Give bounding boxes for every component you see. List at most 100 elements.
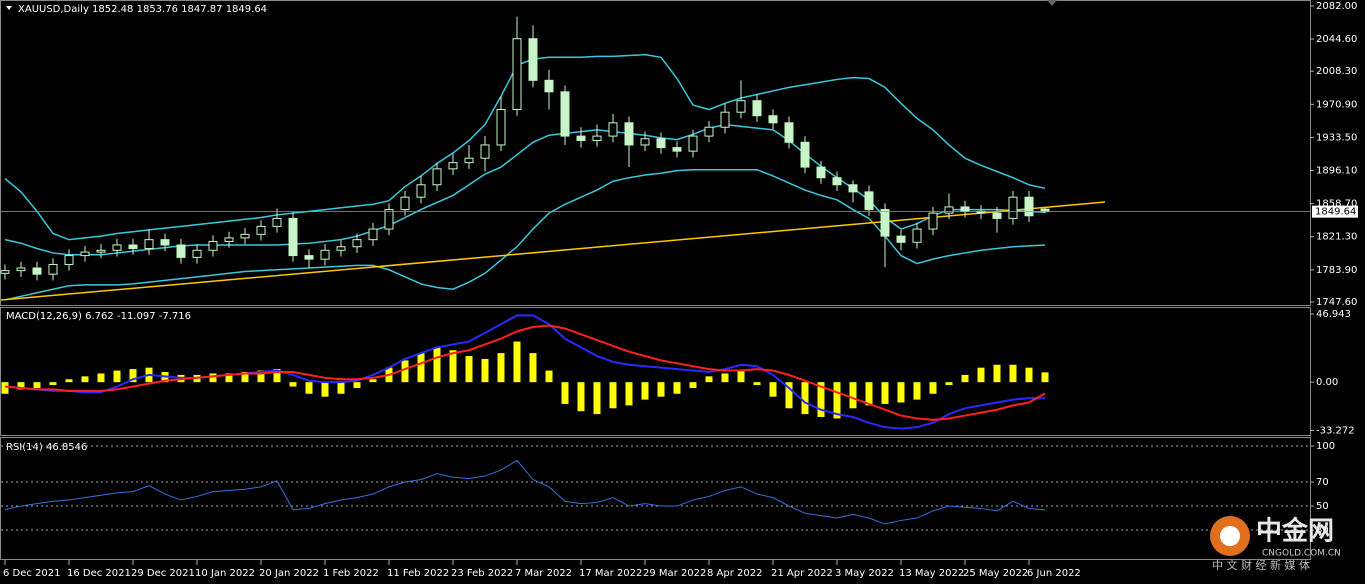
y-tick-label: 1896.10	[1316, 166, 1357, 177]
candle-body	[528, 38, 538, 81]
macd-bar	[337, 382, 345, 394]
macd-bar	[81, 376, 89, 383]
candle-body	[224, 237, 234, 242]
candle-body	[368, 228, 378, 241]
candle-body	[736, 100, 746, 113]
macd-header: MACD(12,26,9) 6.762 -11.097 -7.716	[6, 311, 191, 322]
x-tick-label: 17 Mar 2022	[579, 568, 642, 579]
macd-panel-frame	[0, 307, 1311, 436]
macd-bar	[673, 382, 681, 394]
candle-body	[32, 267, 42, 275]
candle-body	[432, 168, 442, 186]
candle-body	[624, 122, 634, 146]
x-tick-label: 20 Jan 2022	[259, 568, 319, 579]
candle-body	[544, 79, 554, 93]
candle-body	[720, 111, 730, 128]
y-tick-label: 1821.30	[1316, 232, 1357, 243]
y-tick-label: 50	[1316, 501, 1329, 512]
x-tick-label: 3 May 2022	[835, 568, 894, 579]
candle-body	[464, 157, 474, 164]
macd-bar	[289, 382, 297, 387]
macd-bar	[769, 382, 777, 397]
macd-bar	[433, 347, 441, 383]
y-tick-label: 70	[1316, 477, 1329, 488]
price-panel-frame	[0, 0, 1311, 306]
candle-body	[1008, 196, 1018, 219]
macd-bar	[817, 382, 825, 418]
macd-bar	[785, 382, 793, 409]
candle-body	[704, 126, 714, 137]
macd-bar	[945, 382, 953, 386]
logo-inner	[1220, 526, 1240, 546]
candle-body	[448, 162, 458, 170]
candle-body	[944, 206, 954, 214]
rsi-panel-frame	[0, 437, 1311, 560]
candle-body	[752, 100, 762, 117]
indicator-line	[4, 324, 1046, 421]
trendline	[0, 201, 1106, 301]
macd-title: MACD(12,26,9)	[6, 311, 82, 322]
x-tick-label: 11 Feb 2022	[387, 568, 449, 579]
macd-bar	[929, 382, 937, 394]
macd-bar	[657, 382, 665, 397]
logo-site: CNGOLD.COM.CN	[1262, 549, 1341, 559]
candle-body	[208, 240, 218, 251]
x-tick-label: 25 May 2022	[963, 568, 1028, 579]
open-value: 1852.48	[92, 4, 133, 15]
x-tick-label: 7 Mar 2022	[515, 568, 572, 579]
y-tick-label: 2082.00	[1316, 1, 1357, 12]
macd-bar	[49, 382, 57, 386]
candle-body	[16, 267, 26, 272]
macd-bar	[641, 382, 649, 400]
candle-body	[480, 144, 490, 159]
indicator-line	[4, 168, 1046, 301]
macd-bar	[209, 373, 217, 383]
candle-body	[64, 255, 74, 265]
y-tick-label: 100	[1316, 441, 1335, 452]
close-value: 1849.64	[226, 4, 267, 15]
candle-body	[256, 225, 266, 235]
macd-bar	[961, 374, 969, 383]
candle-body	[768, 115, 778, 124]
candle-body	[384, 209, 394, 230]
macd-bar	[721, 373, 729, 383]
candle-body	[160, 239, 170, 246]
macd-bar	[369, 379, 377, 383]
macd-bar	[465, 356, 473, 383]
indicator-line	[4, 459, 1046, 525]
candle-body	[560, 91, 570, 137]
candle-body	[928, 212, 938, 230]
macd-bar	[449, 350, 457, 383]
macd-bar	[881, 382, 889, 404]
y-tick-label: 30	[1316, 525, 1329, 536]
macd-bar	[609, 382, 617, 409]
candle-body	[672, 147, 682, 152]
logo-text: 中金网	[1256, 516, 1334, 547]
macd-bar	[705, 376, 713, 383]
candle-body	[352, 239, 362, 248]
candle-body	[192, 249, 202, 258]
candle-body	[640, 138, 650, 146]
macd-bar	[97, 373, 105, 383]
y-tick-label: 2008.30	[1316, 66, 1357, 77]
candle-body	[512, 38, 522, 111]
candle-body	[304, 255, 314, 260]
candle-body	[96, 249, 106, 253]
macd-bar	[913, 382, 921, 400]
macd-bar	[593, 382, 601, 415]
candle-body	[880, 209, 890, 237]
x-tick-label: 6 Dec 2021	[3, 568, 61, 579]
macd-bar	[993, 364, 1001, 383]
x-tick-label: 8 Apr 2022	[707, 568, 762, 579]
macd-bar	[625, 382, 633, 406]
x-tick-label: 10 Jan 2022	[195, 568, 255, 579]
macd-bar	[321, 382, 329, 397]
macd-bar	[353, 382, 361, 388]
menu-arrow	[6, 6, 12, 10]
x-tick-label: 1 Feb 2022	[323, 568, 379, 579]
macd-bar	[225, 373, 233, 383]
candle-body	[816, 166, 826, 179]
macd-bar	[65, 379, 73, 383]
macd-bar	[113, 370, 121, 383]
